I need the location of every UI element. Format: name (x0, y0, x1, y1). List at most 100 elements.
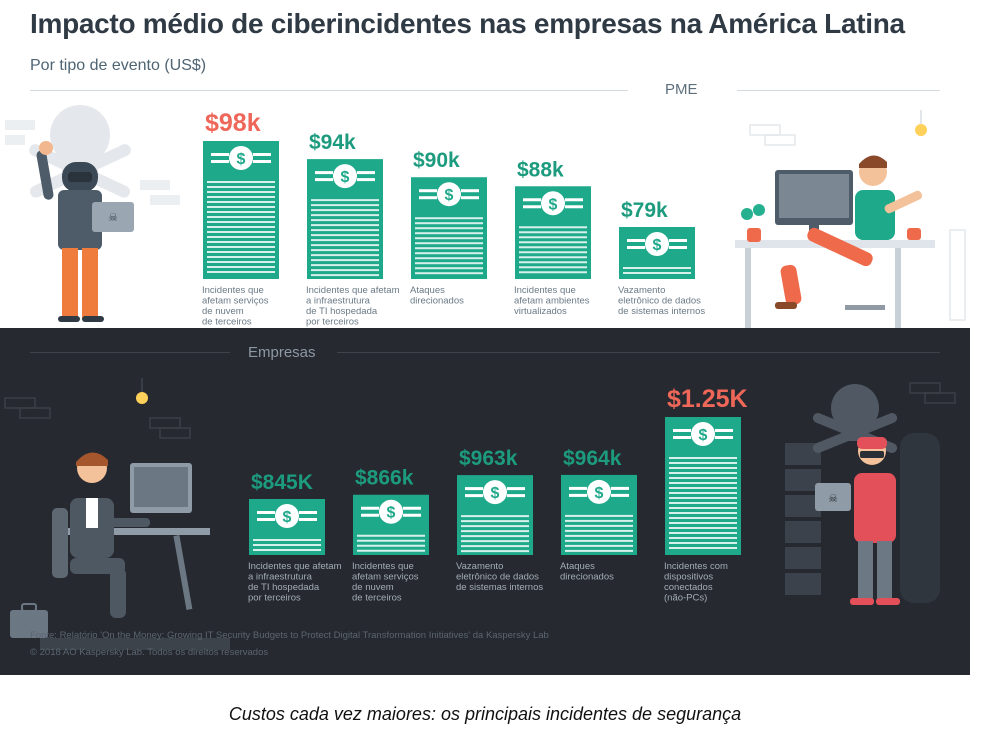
dollar-icon (229, 146, 253, 170)
category-label-line: Incidentes que afetam (248, 561, 342, 572)
dollar-icon (275, 504, 299, 528)
category-label-line: Incidentes que (352, 561, 414, 572)
bar-stripe (669, 537, 737, 539)
value-label: $88k (517, 158, 564, 181)
bar-stripe (357, 549, 425, 552)
category-label-line: Ataques (560, 561, 595, 572)
bar-stripe (357, 544, 425, 547)
bar-dash (611, 486, 629, 490)
category-label-line: a infraestrutura (248, 572, 313, 583)
dollar-symbol: $ (491, 485, 500, 502)
bar-dash (523, 198, 541, 202)
bar-stripe (311, 229, 379, 232)
bar-stripe (565, 544, 633, 547)
lightbulb-icon (136, 378, 148, 404)
dollar-symbol: $ (699, 427, 708, 444)
bar-dash (461, 189, 479, 193)
bar-stripe (669, 482, 737, 484)
category-label-line: por terceiros (248, 593, 301, 604)
category-label: Vazamento eletrônico de dados de sistemas … (618, 285, 705, 317)
bar-stripe (519, 261, 587, 264)
category-label-line: eletrônico de dados (456, 572, 539, 583)
bar-dash (315, 171, 333, 175)
bar-dash (611, 493, 629, 497)
category-label: Incidentes que afetam serviços de nuvem de … (202, 285, 269, 328)
enterprise-section-line (30, 352, 230, 353)
dollar-symbol: $ (283, 509, 292, 526)
source-note: Fonte: Relatório 'On the Money: Growing … (30, 630, 549, 641)
category-label-line: de sistemas internos (618, 306, 705, 317)
dollar-icon (483, 480, 507, 505)
category-label: Ataques direcionados (410, 285, 464, 307)
bar-stripe (207, 236, 275, 238)
bar-stripe (311, 239, 379, 242)
bar-stripe (461, 530, 529, 533)
bar-stripe (669, 517, 737, 519)
bar-dash (253, 153, 271, 156)
sme-section-line (30, 90, 628, 91)
category-label-line: afetam serviços (352, 572, 419, 583)
bar-stripe (519, 256, 587, 259)
bar-dash (465, 487, 483, 491)
bar-dash (461, 196, 479, 200)
bar-stripe (311, 254, 379, 257)
briefcase-icon (10, 603, 48, 638)
bar: $ (665, 417, 741, 555)
dollar-symbol: $ (341, 169, 350, 186)
bar-stripe (207, 186, 275, 188)
bar-stripe (207, 256, 275, 258)
category-label-line: Incidentes que (514, 285, 576, 296)
category-label-line: de nuvem (352, 582, 394, 593)
bar-stripe (311, 249, 379, 252)
value-label: $866k (355, 467, 414, 490)
dollar-symbol: $ (237, 151, 246, 168)
bar-dash (253, 160, 271, 163)
bar-dash (627, 239, 645, 242)
bar-stripe (519, 226, 587, 229)
value-label: $964k (563, 447, 622, 470)
dollar-icon (587, 479, 611, 504)
bar-stripe (461, 545, 529, 548)
enterprise-section-line-right (337, 352, 940, 353)
bar-dash (715, 429, 733, 432)
bar-dash (419, 189, 437, 193)
category-label-line: Incidentes com (664, 561, 728, 572)
bar-stripe (357, 534, 425, 537)
bar-stripe (519, 251, 587, 254)
bar-dash (419, 196, 437, 200)
bar-dash (211, 153, 229, 156)
bar-stripe (415, 232, 483, 235)
bar-stripe (461, 540, 529, 543)
bar-stripe (461, 525, 529, 528)
bar-dash (403, 513, 421, 517)
bar-stripe (311, 234, 379, 237)
bar-stripe (207, 246, 275, 248)
bar: $ (561, 474, 637, 555)
bar-stripe (669, 477, 737, 479)
bar-dash (211, 160, 229, 163)
category-label-line: direcionados (410, 296, 464, 307)
bar-stripe (311, 209, 379, 212)
sme-section-label: PME (665, 81, 698, 98)
bar-stripe (207, 216, 275, 218)
category-label: Incidentes que afetam a infraestrutura de … (248, 561, 342, 604)
dollar-symbol: $ (445, 187, 454, 204)
bar-stripe (311, 199, 379, 202)
dollar-symbol: $ (549, 196, 558, 213)
figure-caption: Custos cada vez maiores: os principais i… (228, 704, 742, 724)
bar-stripe (669, 462, 737, 464)
sme-panel: PME ☠ (0, 80, 970, 328)
dollar-icon (541, 191, 565, 216)
bar-stripe (415, 262, 483, 265)
bar-dash (465, 494, 483, 498)
bar-stripe (565, 549, 633, 552)
bar-dash (715, 436, 733, 439)
bar-stripe (415, 247, 483, 250)
bar-stripe (207, 191, 275, 193)
bar-stripe (519, 236, 587, 239)
bar-dash (315, 178, 333, 182)
bar-stripe (669, 542, 737, 544)
server-rack-illustration (785, 443, 821, 595)
bar-stripe (253, 544, 321, 546)
